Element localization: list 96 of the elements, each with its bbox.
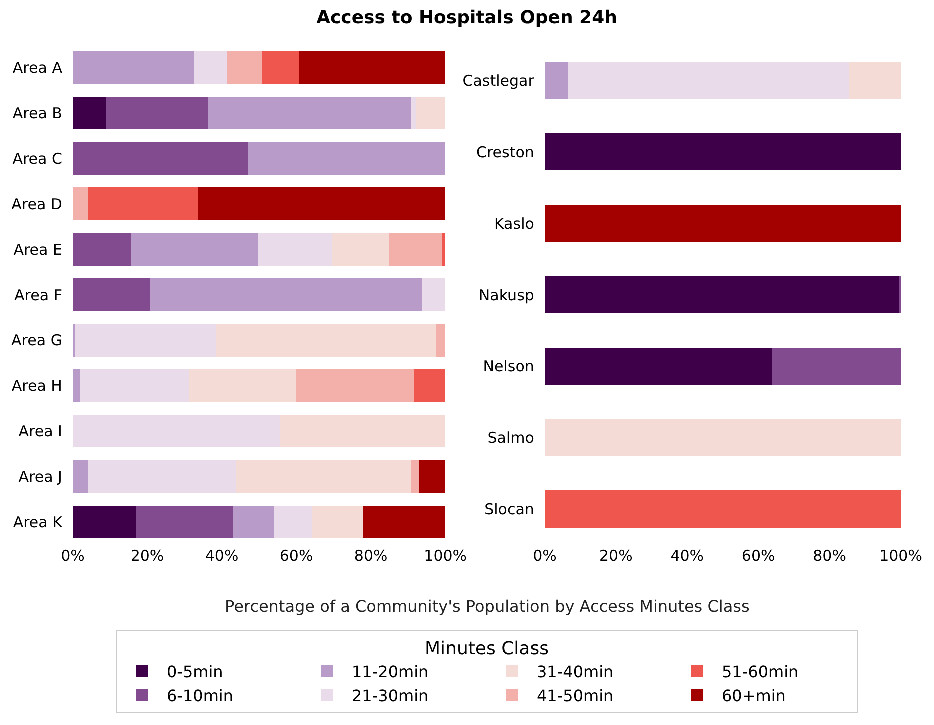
y-tick-label: Area B [12,104,72,122]
bar [132,233,258,266]
bar [544,419,901,456]
legend-label: 0-5min [167,662,224,682]
x-tick-label: 40% [670,547,704,565]
y-tick-label: Area G [12,332,72,350]
y-tick-label: Castlegar [462,72,544,90]
bar [544,205,901,242]
x-tick-label: 20% [130,547,164,565]
legend-label: 41-50min [537,686,614,706]
bar [194,51,228,84]
bar [198,188,446,220]
bar [299,51,446,84]
bar [73,233,132,266]
x-tick-label: 80% [354,547,388,565]
bar [73,96,107,130]
legend-label: 60+min [722,686,786,706]
bar [73,460,88,494]
bar [296,370,414,402]
y-tick-label: Area F [14,286,72,304]
bar [849,62,901,100]
x-tick-label: 40% [205,547,239,565]
bar [544,62,568,100]
bar [88,460,236,494]
y-tick-label: Area J [18,468,72,486]
bar [73,188,88,220]
x-tick-label: 0% [533,547,557,565]
y-tick-label: Area K [13,514,72,532]
y-tick-label: Area H [12,377,72,396]
legend-title: Minutes Class [425,638,549,660]
legend-label: 51-60min [722,662,799,682]
y-tick-label: Nakusp [478,286,544,304]
bar [236,460,412,494]
bar [73,370,80,402]
bar [544,276,900,314]
bar [208,96,411,130]
bar [75,324,216,357]
x-tick-label: 100% [880,547,922,565]
y-tick-label: Salmo [488,429,544,448]
bar [216,324,437,357]
chart-title: Access to Hospitals Open 24h [316,7,618,28]
bar [80,370,190,402]
legend-label: 6-10min [167,686,234,706]
bar [390,233,443,266]
bar [73,142,248,175]
bar [73,51,194,84]
y-tick-label: Slocan [484,500,544,519]
bar [73,506,137,539]
y-tick-label: Nelson [483,358,544,376]
y-tick-label: Area A [12,58,72,77]
x-tick-label: 20% [600,547,633,565]
bar [190,370,296,402]
bar [436,324,446,357]
x-tick-label: 60% [280,547,314,565]
x-tick-label: 100% [424,547,468,565]
bar [544,134,901,171]
bar [136,506,233,539]
bar [73,278,150,312]
bar [419,460,446,494]
x-tick-label: 0% [61,547,85,565]
bar [150,278,422,312]
legend-label: 11-20min [352,662,429,682]
y-tick-label: Area E [14,240,72,259]
bar [362,506,446,539]
y-tick-label: Kaslo [494,214,544,233]
x-tick-label: 80% [813,547,846,565]
bar [332,233,390,266]
bar [280,415,446,448]
bar [274,506,313,539]
legend-label: 31-40min [537,662,614,682]
bar [232,506,274,539]
bar [568,62,850,100]
legend-label: 21-30min [352,686,429,706]
bar [248,142,446,175]
bar [312,506,363,539]
bar [442,233,446,266]
bar [544,490,901,528]
y-tick-label: Area I [18,422,72,441]
bar [262,51,300,84]
bar [412,460,420,494]
y-tick-label: Area D [12,195,72,214]
y-tick-label: Creston [476,143,544,162]
x-axis-title: Percentage of a Community's Population by Access Minutes Class [225,597,750,616]
bar [544,348,772,385]
bar [416,96,446,130]
bar [414,370,446,402]
bar [410,96,417,130]
bar [227,51,263,84]
bar [772,348,901,385]
bar [88,188,198,220]
bar [73,415,280,448]
y-tick-label: Area C [12,150,72,168]
bar [422,278,446,312]
x-tick-label: 60% [742,547,776,565]
bar [258,233,333,266]
bar [106,96,208,130]
